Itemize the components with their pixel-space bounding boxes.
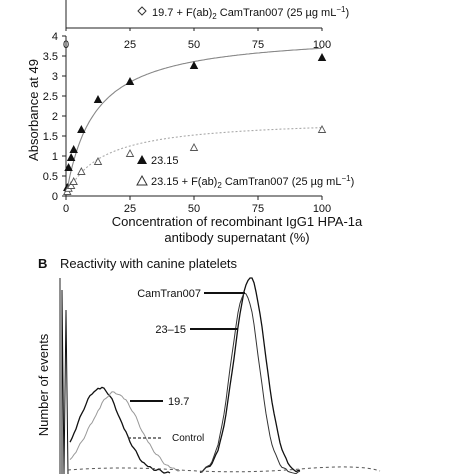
y-tick-label: 2.5	[43, 91, 58, 103]
top-x-tick-label: 100	[313, 39, 331, 51]
point-23-15-fab	[66, 181, 76, 189]
y-tick-label: 1	[52, 151, 58, 163]
legend-entry-23-15: 23.15	[137, 155, 179, 167]
point-23-15	[189, 61, 199, 69]
panel-b: B Reactivity with canine platelets Numbe…	[36, 256, 381, 474]
y-tick-label: 4	[52, 31, 58, 43]
top-x-tick-label: 25	[124, 39, 136, 51]
point-23-15-fab	[317, 125, 327, 133]
x-tick-label: 50	[188, 203, 200, 215]
legend-label-23-15-fab: 23.15 + F(ab)2 CamTran007 (25 µg mL−1)	[151, 174, 354, 190]
x-tick-label: 75	[252, 203, 264, 215]
main-plot-data-points	[63, 53, 327, 195]
point-23-15	[69, 145, 78, 153]
panel-a-x-axis-label-line2: antibody supernatant (%)	[164, 230, 309, 245]
main-plot-fit-curves	[66, 47, 322, 194]
panel-a-x-axis-label-line1: Concentration of recombinant IgG1 HPA-1a	[112, 214, 363, 229]
panel-a-top-plot: 0 25 50 75 100 19.7 + F(ab)2 CamTran007 (25 …	[63, 0, 349, 51]
annotation-19-7: 19.7	[168, 396, 189, 408]
histogram-camtran007	[199, 277, 301, 474]
y-tick-label: 3	[52, 71, 58, 83]
top-x-tick-label: 50	[188, 39, 200, 51]
x-tick-label: 100	[313, 203, 331, 215]
fit-curve-23-15	[66, 47, 322, 190]
open-diamond-marker	[137, 6, 147, 16]
open-triangle-marker	[136, 174, 148, 186]
point-23-15-fab	[93, 157, 103, 165]
legend-label-19-7-fab: 19.7 + F(ab)2 CamTran007 (25 µg mL−1)	[152, 5, 349, 21]
y-tick-label: 3.5	[43, 51, 58, 63]
panel-b-y-axis-label: Number of events	[36, 333, 51, 436]
annotation-camtran007: CamTran007	[137, 288, 201, 300]
y-tick-label: 0	[52, 191, 58, 203]
top-plot-legend-entry: 19.7 + F(ab)2 CamTran007 (25 µg mL−1)	[137, 5, 349, 21]
y-tick-label: 2	[52, 111, 58, 123]
legend-label-23-15: 23.15	[151, 155, 179, 167]
histogram-23-15	[199, 292, 301, 474]
x-tick-label: 25	[124, 203, 136, 215]
panel-a-main-plot: Absorbance at 49 0 0.5 1 1.5 2 2.5 3 3.5 4 0 25 50…	[26, 31, 363, 245]
point-23-15-fab	[69, 177, 78, 185]
x-tick-label: 0	[63, 203, 69, 215]
main-plot-x-ticks: 0 25 50 75 100	[63, 196, 331, 215]
histogram-baseline-spike	[61, 289, 69, 474]
histogram-control	[69, 391, 181, 472]
panel-b-title: Reactivity with canine platelets	[60, 256, 238, 271]
y-tick-label: 1.5	[43, 131, 58, 143]
panel-a-y-axis-label: Absorbance at 49	[26, 59, 41, 161]
histogram-19-7	[69, 386, 171, 474]
main-plot-y-ticks: 0 0.5 1 1.5 2 2.5 3 3.5 4	[43, 31, 66, 203]
point-23-15	[66, 153, 76, 161]
point-23-15	[125, 77, 135, 85]
point-23-15	[317, 53, 327, 61]
annotation-23-15: 23–15	[155, 324, 186, 336]
annotation-control: Control	[172, 433, 204, 444]
fit-curve-23-15-fab	[66, 127, 322, 194]
filled-triangle-marker	[137, 155, 147, 164]
histogram-baseline	[67, 466, 381, 473]
point-23-15	[64, 163, 73, 171]
panel-b-label: B	[38, 256, 47, 271]
point-23-15	[93, 95, 103, 103]
top-x-tick-label: 75	[252, 39, 264, 51]
legend-entry-23-15-fab: 23.15 + F(ab)2 CamTran007 (25 µg mL−1)	[136, 174, 354, 190]
point-23-15	[77, 125, 86, 133]
point-23-15-fab	[189, 143, 199, 151]
point-23-15-fab	[77, 167, 86, 175]
top-plot-x-ticks: 0 25 50 75 100	[63, 28, 331, 51]
point-23-15-fab	[125, 149, 135, 157]
y-tick-label: 0.5	[43, 171, 58, 183]
